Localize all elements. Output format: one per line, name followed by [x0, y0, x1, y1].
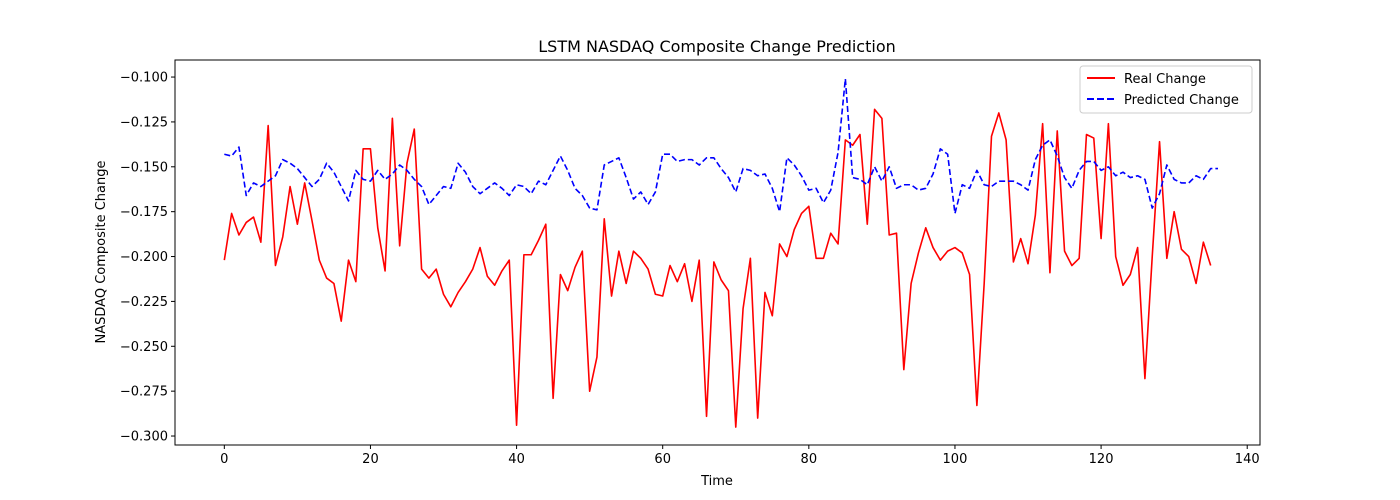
plot-frame: [174, 59, 1261, 446]
y-tick-label: −0.100: [120, 71, 168, 86]
x-axis: 0 20 40 60 80 100 120 140: [220, 445, 1260, 467]
plot-area: [174, 59, 1261, 446]
chart-title: LSTM NASDAQ Composite Change Prediction: [538, 37, 896, 56]
series-layer: [223, 78, 1218, 428]
legend: Real Change Predicted Change: [1079, 65, 1253, 114]
x-tick-label: 20: [362, 452, 379, 467]
x-tick-label: 0: [220, 452, 228, 467]
x-tick-label: 120: [1089, 452, 1114, 467]
y-axis: −0.300 −0.275 −0.250 −0.225 −0.200 −0.175 −0.1…: [120, 71, 175, 445]
series-line-predicted-change: [224, 78, 1218, 215]
x-tick-label: 80: [801, 452, 818, 467]
x-tick-label: 60: [654, 452, 671, 467]
series-line-real-change: [223, 108, 1212, 428]
y-tick-label: −0.200: [120, 250, 168, 265]
legend-label-real: Real Change: [1124, 72, 1206, 87]
y-tick-label: −0.225: [120, 295, 168, 310]
x-axis-label: Time: [700, 474, 733, 489]
y-tick-label: −0.250: [120, 340, 168, 355]
x-tick-label: 40: [508, 452, 525, 467]
y-tick-label: −0.175: [120, 205, 168, 220]
x-tick-label: 100: [943, 452, 968, 467]
x-tick-label: 140: [1235, 452, 1260, 467]
y-axis-label: NASDAQ Composite Change: [94, 161, 109, 344]
legend-label-predicted: Predicted Change: [1124, 93, 1239, 108]
y-tick-label: −0.125: [120, 115, 168, 130]
y-tick-label: −0.300: [120, 430, 168, 445]
y-tick-label: −0.275: [120, 385, 168, 400]
y-tick-label: −0.150: [120, 160, 168, 175]
legend-box: [1079, 65, 1253, 114]
